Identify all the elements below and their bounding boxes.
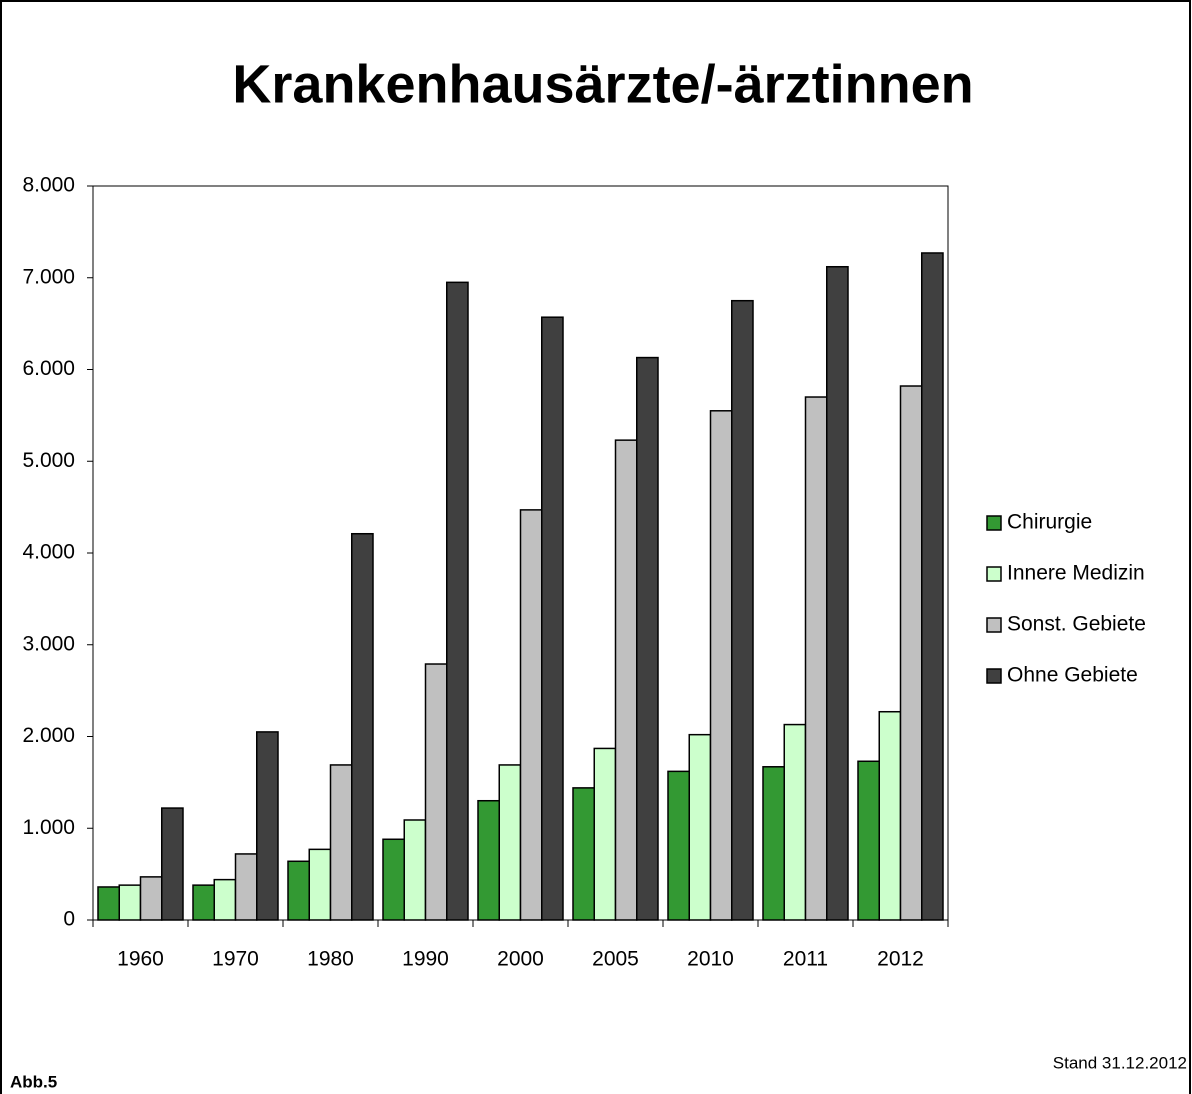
y-tick-label: 5.000 [22,449,75,472]
bar [572,787,595,921]
x-tick-label: 1980 [307,948,354,971]
x-tick-label: 1960 [117,948,164,971]
y-tick-label: 4.000 [22,541,75,564]
bar [614,439,638,921]
y-tick-label: 2.000 [22,724,75,747]
bar [234,853,258,921]
y-tick-label: 1.000 [22,816,75,839]
bar [804,396,828,921]
bar [899,385,923,921]
y-tick-label: 3.000 [22,632,75,655]
x-tick-label: 1970 [212,948,259,971]
bar [921,252,944,921]
bar [731,299,754,921]
x-tick-label: 1990 [402,948,449,971]
bar [382,838,405,921]
bar [118,884,142,921]
x-tick-label: 2011 [783,948,828,971]
x-tick-label: 2010 [687,948,734,971]
bar [541,316,564,921]
y-tick-label: 8.000 [22,174,75,197]
bar [139,876,163,921]
bar [403,819,427,921]
bar [424,663,448,921]
x-tick-label: 2005 [592,948,639,971]
bar [709,410,733,921]
bar [213,878,237,921]
bar [519,509,543,921]
bar [446,281,469,921]
bar [762,766,785,921]
bar [97,886,120,921]
bar [636,356,659,921]
bar [688,733,712,921]
legend-swatch [986,617,1002,633]
bar [477,799,500,921]
legend-label: Ohne Gebiete [1007,664,1138,687]
bar [783,723,807,921]
legend-label: Chirurgie [1007,511,1092,534]
legend-swatch [986,668,1002,684]
x-tick-label: 2000 [497,948,544,971]
y-tick-label: 7.000 [22,265,75,288]
legend-swatch [986,515,1002,531]
x-tick-label: 2012 [877,948,924,971]
bar [161,807,184,921]
note: Stand 31.12.2012 [1053,1053,1187,1072]
bar [256,731,279,921]
bar [593,747,617,921]
bar [192,884,215,921]
bar [308,848,332,921]
y-tick-label: 0 [63,908,75,931]
figure-label: Abb.5 [10,1072,57,1091]
bar [667,770,690,921]
legend-swatch [986,566,1002,582]
bar [351,532,374,921]
bar [826,265,849,921]
y-tick-label: 6.000 [22,357,75,380]
legend-label: Sonst. Gebiete [1007,613,1146,636]
bar [878,710,902,921]
chart-title: Krankenhausärzte/-ärztinnen [232,54,973,114]
bar [857,760,880,921]
bar [329,764,353,921]
legend-label: Innere Medizin [1007,562,1145,585]
bar [287,860,310,921]
bar [498,764,522,921]
